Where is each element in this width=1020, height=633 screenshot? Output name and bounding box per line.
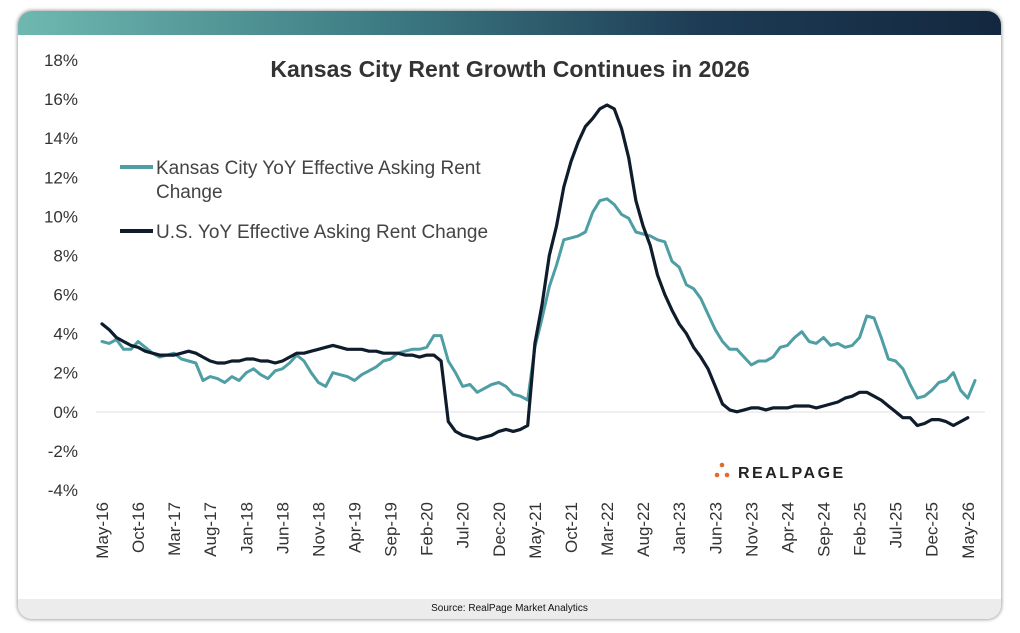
y-tick-label: 16% <box>44 90 78 109</box>
legend-label-us: U.S. YoY Effective Asking Rent Change <box>156 222 488 243</box>
logo-dot-icon <box>724 472 730 478</box>
x-tick-label: Jun-23 <box>706 502 725 554</box>
logo-dot-icon <box>719 462 725 468</box>
y-tick-label: 8% <box>53 246 78 265</box>
x-tick-label: Jan-23 <box>670 502 689 554</box>
x-tick-label: May-16 <box>93 502 112 559</box>
series-line-us <box>100 103 970 441</box>
x-tick-label: Feb-25 <box>851 502 870 556</box>
y-tick-label: 14% <box>44 129 78 148</box>
logo-dot-icon <box>714 472 720 478</box>
chart-card: Source: RealPage Market Analytics <box>18 11 1001 619</box>
x-tick-label: Apr-24 <box>778 502 797 553</box>
series-group <box>100 103 977 441</box>
realpage-logo: REALPAGE <box>714 462 846 482</box>
y-axis: -4% -2% 0% 2% 4% 6% 8% 10% 12% 14% 16% 18% <box>44 51 78 500</box>
x-tick-label: May-21 <box>526 502 545 559</box>
x-tick-label: Oct-16 <box>129 502 148 553</box>
y-tick-label: 0% <box>53 403 78 422</box>
x-tick-label: Dec-20 <box>490 502 509 557</box>
y-tick-label: 18% <box>44 51 78 70</box>
legend: Kansas City YoY Effective Asking Rent Ch… <box>120 158 488 243</box>
y-tick-label: 10% <box>44 207 78 226</box>
x-tick-label: Apr-19 <box>346 502 365 553</box>
y-tick-label: 6% <box>53 286 78 305</box>
x-tick-label: Oct-21 <box>562 502 581 553</box>
x-tick-label: Jul-25 <box>887 502 906 548</box>
y-tick-label: 2% <box>53 364 78 383</box>
header-band <box>18 11 1001 35</box>
x-tick-label: Nov-18 <box>309 502 328 557</box>
x-tick-label: Mar-17 <box>165 502 184 556</box>
x-tick-label: Dec-25 <box>923 502 942 557</box>
y-tick-label: -4% <box>48 481 78 500</box>
x-tick-label: Nov-23 <box>742 502 761 557</box>
source-note: Source: RealPage Market Analytics <box>18 599 1001 619</box>
y-tick-label: -2% <box>48 442 78 461</box>
x-axis: May-16 Oct-16 Mar-17 Aug-17 Jan-18 Jun-18 Nov-… <box>93 502 978 559</box>
x-tick-label: Sep-19 <box>382 502 401 557</box>
y-tick-label: 12% <box>44 168 78 187</box>
brand-name: REALPAGE <box>738 465 846 482</box>
x-tick-label: Sep-24 <box>814 502 833 557</box>
x-tick-label: Aug-17 <box>201 502 220 557</box>
x-tick-label: Jan-18 <box>237 502 256 554</box>
x-tick-label: Feb-20 <box>418 502 437 556</box>
y-tick-label: 4% <box>53 325 78 344</box>
x-tick-label: Jul-20 <box>454 502 473 548</box>
chart-title: Kansas City Rent Growth Continues in 202… <box>270 56 749 82</box>
x-tick-label: Jun-18 <box>273 502 292 554</box>
x-tick-label: Aug-22 <box>634 502 653 557</box>
x-tick-label: May-26 <box>959 502 978 559</box>
legend-label-kansas-city: Kansas City YoY Effective Asking Rent Ch… <box>156 158 486 203</box>
x-tick-label: Mar-22 <box>598 502 617 556</box>
